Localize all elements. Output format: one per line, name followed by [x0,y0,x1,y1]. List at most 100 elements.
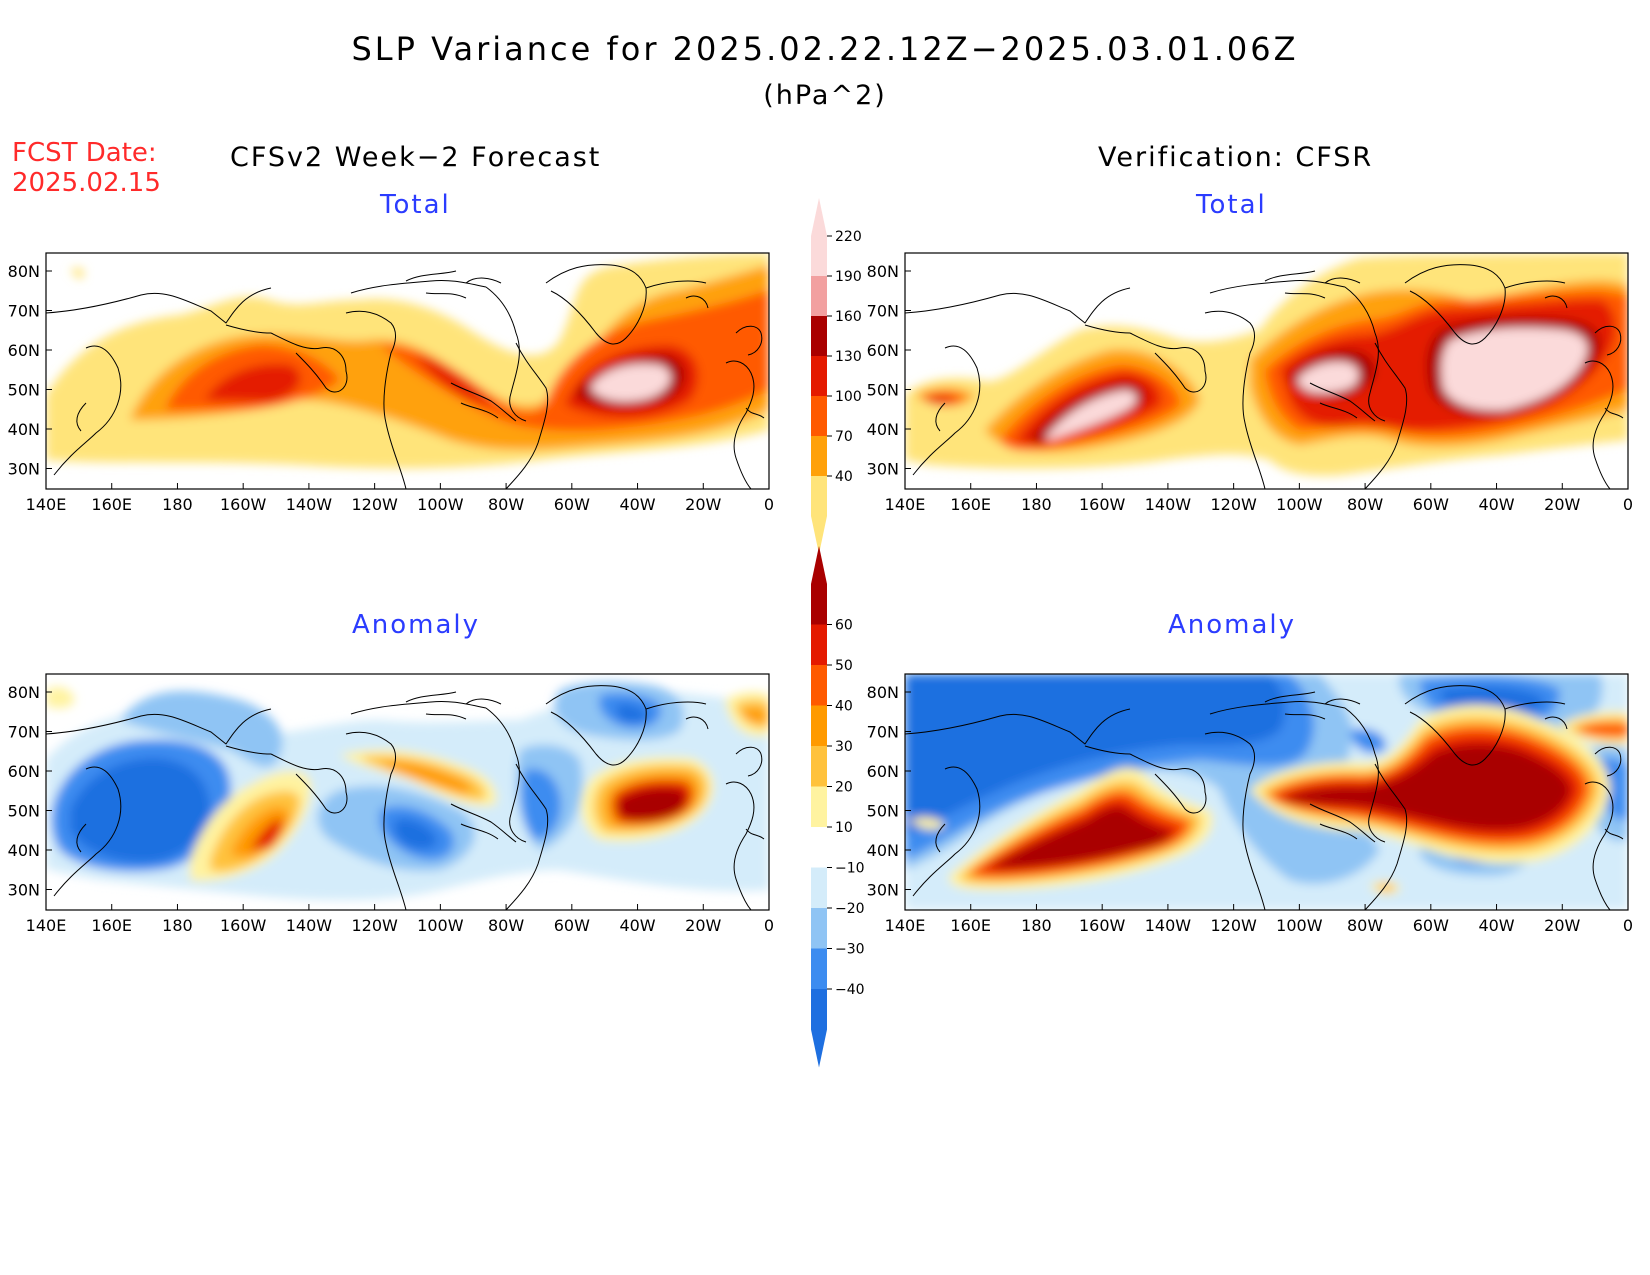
lon-tick-label: 60W [554,495,590,514]
lat-tick-label: 70N [8,302,40,321]
forecast-anomaly-map [45,673,770,911]
anomaly-colorbar: −40 −30 −20 −10 10 20 30 40 50 60 [811,546,865,1068]
total-colorbar-swatch [811,436,827,476]
total-colorbar-label: 130 [835,349,862,365]
lat-tick-label: 60N [8,762,40,781]
anomaly-colorbar-label: −20 [835,901,865,917]
lon-tick-label: 160E [950,495,991,514]
anomaly-colorbar-swatch [811,827,827,868]
lat-tick-label: 80N [867,683,899,702]
lon-tick-label: 20W [685,916,721,935]
lat-tick-label: 70N [8,723,40,742]
total-colorbar-label: 40 [835,469,853,485]
anomaly-colorbar-label: 50 [835,658,853,674]
lon-tick-label: 140E [26,495,67,514]
lon-tick-label: 140E [26,916,67,935]
anomaly-colorbar-swatch [811,705,827,746]
lon-tick-label: 180 [162,916,193,935]
lon-tick-label: 20W [685,495,721,514]
lon-tick-label: 80W [488,495,524,514]
lon-tick-label: 40W [1478,495,1514,514]
total-colorbar-swatch [811,276,827,316]
lat-tick-label: 30N [8,460,40,479]
lat-tick-label: 40N [867,420,899,439]
lat-tick-label: 70N [867,302,899,321]
lon-tick-label: 140E [885,495,926,514]
lat-tick-label: 70N [867,723,899,742]
anomaly-colorbar-label: −40 [835,982,865,998]
lon-tick-label: 80W [1347,916,1383,935]
total-colorbar-swatch [811,236,827,276]
verification-column-title: Verification: CFSR [1098,142,1374,173]
total-colorbar-swatch [811,476,827,516]
anomaly-colorbar-label: −10 [835,861,865,877]
lon-tick-label: 80W [488,916,524,935]
anomaly-colorbar-swatch [811,948,827,989]
lon-tick-label: 20W [1544,495,1580,514]
lat-tick-label: 30N [867,881,899,900]
total-colorbar: 40 70 100 130 160 190 220 [811,198,862,554]
total-colorbar-label: 220 [835,229,862,245]
total-colorbar-swatch [811,356,827,396]
lat-tick-label: 40N [867,841,899,860]
lon-tick-label: 140E [885,916,926,935]
lat-tick-label: 30N [867,460,899,479]
lon-tick-label: 100W [1276,495,1323,514]
anomaly-colorbar-label: 60 [835,618,853,634]
anomaly-colorbar-label: 20 [835,780,853,796]
lon-tick-label: 140W [286,495,333,514]
lat-tick-label: 50N [867,802,899,821]
lon-tick-label: 60W [1413,916,1449,935]
lon-tick-label: 80W [1347,495,1383,514]
lat-tick-label: 40N [8,420,40,439]
anomaly-colorbar-swatch [811,624,827,665]
verification-anomaly-map [904,673,1629,911]
lon-tick-label: 160E [91,916,132,935]
forecast-date-label: FCST Date: [12,138,157,168]
lon-tick-label: 60W [1413,495,1449,514]
lon-tick-label: 160W [1079,495,1126,514]
total-colorbar-swatch [811,316,827,356]
lat-tick-label: 60N [867,341,899,360]
lat-tick-label: 60N [8,341,40,360]
total-colorbar-label: 100 [835,389,862,405]
anomaly-colorbar-swatch [811,908,827,949]
lon-tick-label: 40W [619,916,655,935]
anomaly-colorbar-label: 30 [835,739,853,755]
lon-tick-label: 0 [764,495,774,514]
lon-tick-label: 0 [1623,495,1633,514]
lon-tick-label: 100W [417,495,464,514]
lon-tick-label: 160W [220,495,267,514]
lon-tick-label: 160E [950,916,991,935]
anomaly-colorbar-label: 40 [835,699,853,715]
lon-tick-label: 0 [764,916,774,935]
total-colorbar-label: 190 [835,269,862,285]
lon-tick-label: 140W [1145,495,1192,514]
lon-tick-label: 120W [1210,916,1257,935]
lon-tick-label: 60W [554,916,590,935]
lon-tick-label: 160W [1079,916,1126,935]
total-colorbar-top-cap [811,198,827,236]
lon-tick-label: 20W [1544,916,1580,935]
anomaly-colorbar-swatch [811,584,827,625]
lat-tick-label: 80N [867,262,899,281]
lat-tick-label: 40N [8,841,40,860]
lat-tick-label: 30N [8,881,40,900]
anomaly-colorbar-label: −30 [835,942,865,958]
lon-tick-label: 160W [220,916,267,935]
lat-tick-label: 50N [867,381,899,400]
figure-units: (hPa^2) [763,80,887,111]
total-colorbar-bottom-cap [811,516,827,554]
lat-tick-label: 50N [8,802,40,821]
lon-tick-label: 40W [619,495,655,514]
lon-tick-label: 180 [162,495,193,514]
anomaly-colorbar-swatch [811,989,827,1030]
lon-tick-label: 0 [1623,916,1633,935]
forecast-anomaly-title: Anomaly [352,610,481,640]
total-colorbar-label: 70 [835,429,853,445]
total-colorbar-label: 160 [835,309,862,325]
verification-total-map [904,252,1629,490]
anomaly-colorbar-label: 10 [835,820,853,836]
anomaly-colorbar-swatch [811,746,827,787]
